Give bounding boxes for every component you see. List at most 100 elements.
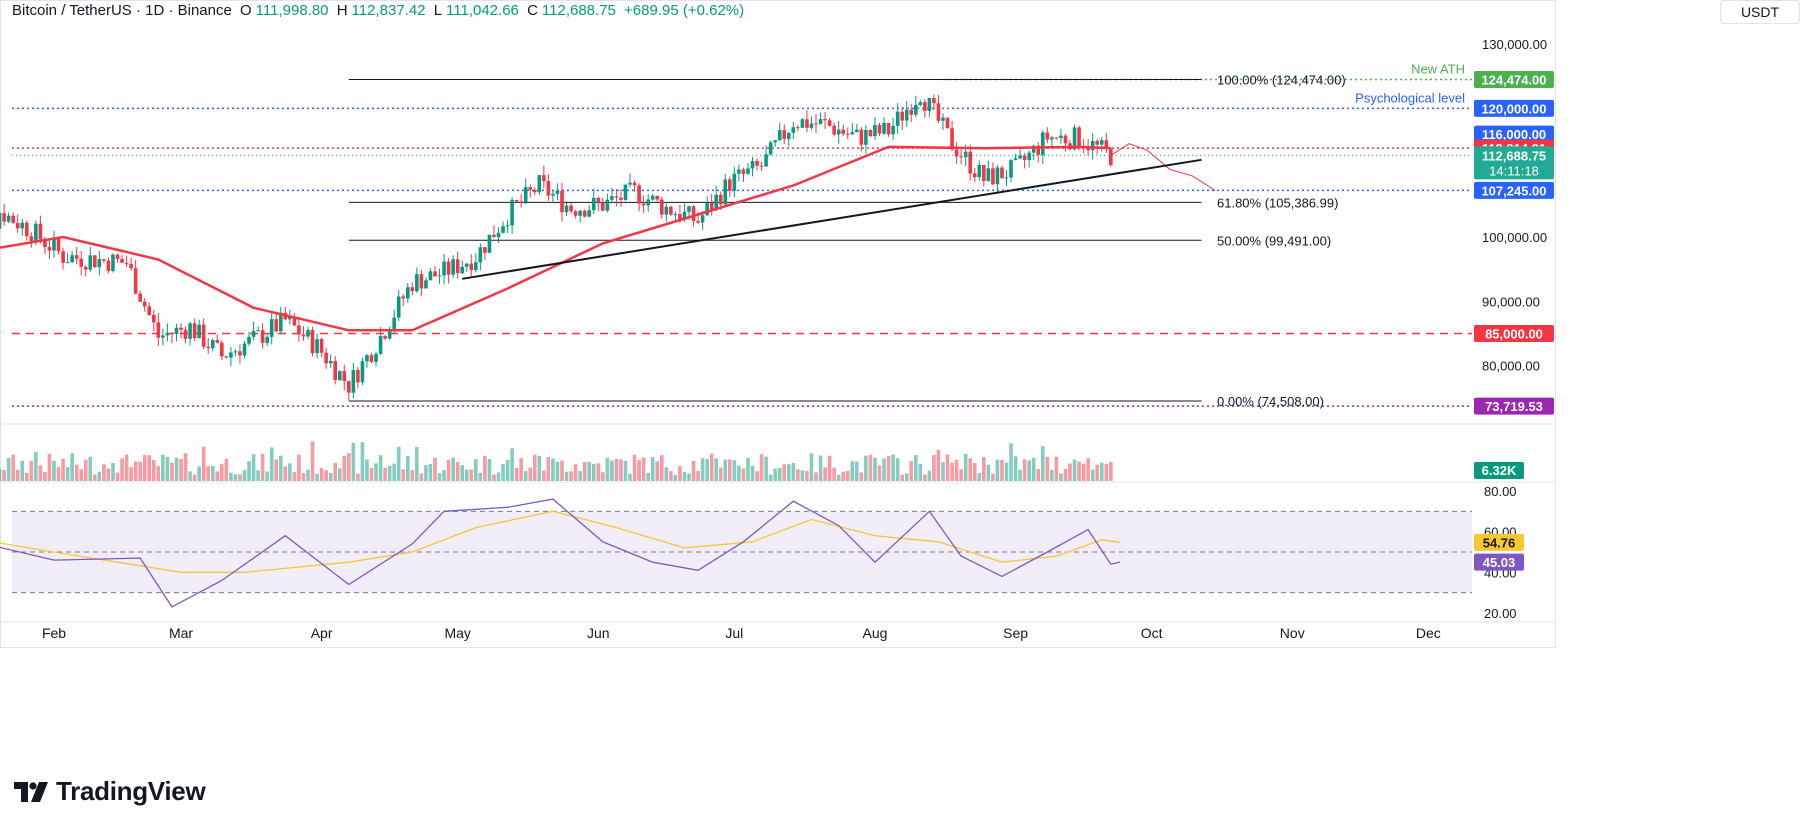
- volume-bar: [437, 473, 442, 481]
- candle-body: [900, 111, 904, 121]
- fib-level-label: 0.00% (74,508.00): [1217, 394, 1324, 409]
- candle-body: [995, 167, 1000, 185]
- volume-bar: [93, 474, 97, 481]
- candle-body: [88, 255, 93, 270]
- candle-body: [569, 205, 573, 212]
- candle-body: [982, 165, 986, 181]
- volume-bar: [641, 457, 646, 481]
- volume-bar: [632, 454, 637, 481]
- candle-body: [11, 215, 15, 223]
- volume-bar: [1068, 463, 1072, 481]
- candle-body: [714, 194, 719, 210]
- candle-body: [573, 211, 578, 216]
- candle-body: [83, 266, 88, 270]
- volume-bar: [47, 453, 52, 481]
- candle-body: [909, 109, 914, 115]
- candle-body: [786, 132, 791, 139]
- volume-bar: [1104, 463, 1109, 481]
- volume-bar: [963, 453, 968, 481]
- volume-bar: [351, 442, 356, 481]
- candle-body: [220, 342, 224, 357]
- candle-body: [705, 203, 709, 216]
- volume-bar: [687, 473, 691, 481]
- candle-body: [210, 340, 215, 349]
- currency-button[interactable]: USDT: [1720, 0, 1800, 24]
- level-axis-label-bg: [1474, 125, 1554, 143]
- volume-bar: [6, 457, 11, 481]
- candle-body: [782, 130, 787, 139]
- symbol-header: Bitcoin / TetherUS · 1D · Binance O 111,9…: [12, 2, 748, 19]
- candle-body: [61, 251, 65, 263]
- volume-bar: [410, 470, 415, 481]
- volume-bar: [718, 467, 723, 481]
- candle-body: [841, 129, 846, 134]
- candle-body: [886, 122, 891, 135]
- candle-body: [850, 132, 855, 135]
- candle-body: [700, 215, 705, 223]
- high-label: H: [336, 2, 348, 19]
- volume-bar: [242, 469, 247, 481]
- volume-bar: [932, 455, 936, 481]
- candle-body: [637, 185, 641, 204]
- volume-bar: [1099, 462, 1104, 481]
- price-chart[interactable]: 130,000.00 100,000.00 90,000.00 80,000.00 80…: [0, 0, 1814, 760]
- candle-body: [528, 187, 533, 190]
- candle-body: [1036, 145, 1041, 155]
- volume-bar: [1050, 469, 1054, 481]
- volume-bar: [129, 467, 133, 481]
- symbol-title[interactable]: Bitcoin / TetherUS · 1D · Binance: [12, 2, 232, 19]
- candle-body: [877, 124, 882, 134]
- open-label: O: [240, 2, 252, 19]
- volume-bar: [156, 465, 161, 481]
- candle-body: [882, 122, 886, 134]
- candle-body: [1063, 135, 1068, 144]
- volume-bar: [773, 468, 777, 481]
- brand-name: TradingView: [56, 776, 206, 806]
- low-value: 111,042.66: [446, 2, 519, 19]
- candle-body: [709, 203, 714, 210]
- moving-average-line: [0, 145, 1111, 332]
- candle-body: [1031, 145, 1036, 153]
- volume-bar: [587, 461, 592, 481]
- time-axis-tick: May: [444, 625, 470, 641]
- volume-bar: [170, 462, 174, 481]
- candle-body: [768, 142, 773, 155]
- volume-bar: [415, 446, 419, 481]
- candle-body: [337, 371, 342, 381]
- volume-bar: [224, 458, 229, 481]
- candle-body: [1045, 132, 1050, 140]
- volume-bar: [542, 470, 546, 481]
- change-value: +689.95 (+0.62%): [624, 2, 745, 19]
- candle-body: [605, 199, 610, 211]
- candle-body: [478, 247, 483, 263]
- time-axis-tick: Jul: [725, 625, 743, 641]
- volume-bar: [691, 460, 696, 481]
- fib-level-label: 61.80% (105,386.99): [1217, 195, 1338, 210]
- candle-body: [941, 117, 945, 121]
- candle-body: [34, 223, 38, 242]
- volume-bar: [546, 457, 551, 481]
- low-label: L: [433, 2, 443, 19]
- volume-bar: [301, 473, 306, 481]
- candle-body: [623, 184, 628, 200]
- candle-body: [197, 324, 201, 339]
- volume-bar: [183, 453, 188, 481]
- volume-bar: [737, 465, 741, 481]
- candle-body: [551, 193, 555, 196]
- candle-body: [496, 232, 501, 238]
- candle-body: [628, 182, 632, 185]
- volume-bar: [991, 473, 995, 481]
- volume-bar: [197, 466, 201, 481]
- volume-bar: [1081, 463, 1086, 481]
- volume-bar: [841, 471, 846, 481]
- candle-body: [401, 296, 406, 299]
- volume-bar: [256, 470, 260, 481]
- volume-bar: [360, 442, 365, 481]
- volume-bar: [855, 461, 859, 481]
- volume-bar: [764, 456, 768, 481]
- tradingview-logo[interactable]: TradingView: [14, 776, 206, 807]
- candle-body: [43, 239, 47, 248]
- volume-bar: [451, 457, 455, 481]
- volume-bar: [206, 466, 211, 481]
- volume-bar: [111, 462, 115, 481]
